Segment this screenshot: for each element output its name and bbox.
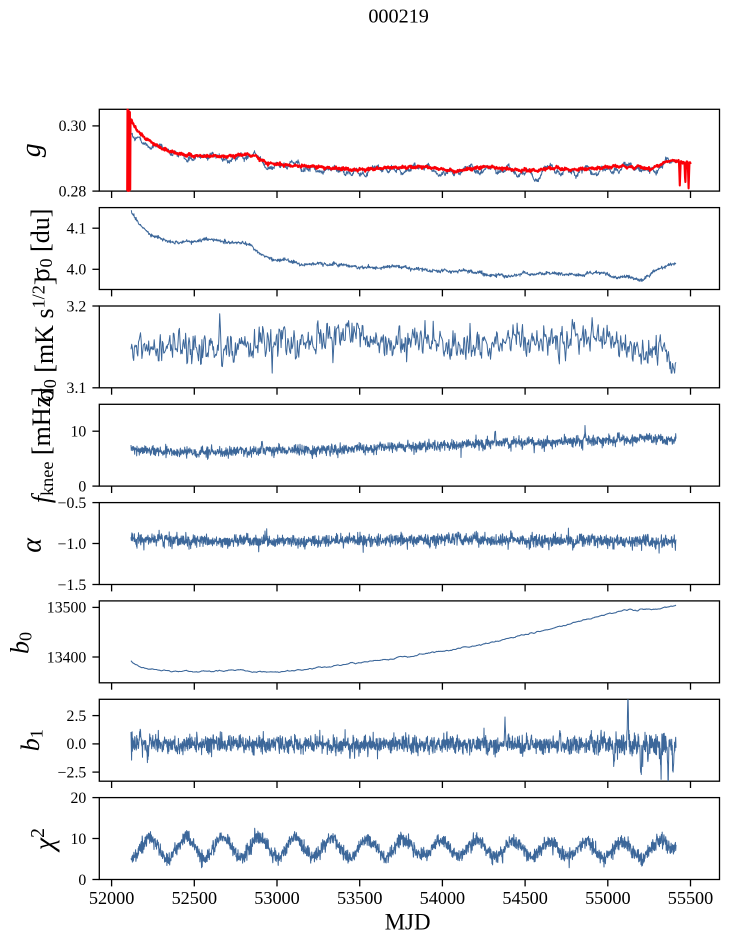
svg-text:54000: 54000 (420, 888, 465, 908)
svg-text:52500: 52500 (172, 888, 217, 908)
svg-text:000219: 000219 (368, 6, 429, 28)
svg-text:0: 0 (78, 872, 86, 889)
svg-text:b0: b0 (5, 632, 35, 654)
svg-text:4.0: 4.0 (67, 262, 87, 279)
svg-text:−1.0: −1.0 (58, 536, 87, 553)
svg-text:55500: 55500 (668, 888, 713, 908)
svg-text:10: 10 (71, 424, 87, 441)
svg-text:20: 20 (71, 790, 87, 807)
svg-text:3.2: 3.2 (67, 298, 87, 315)
svg-text:b1: b1 (16, 729, 46, 751)
svg-text:0.28: 0.28 (59, 183, 87, 200)
svg-text:fknee [mHz]: fknee [mHz] (27, 387, 57, 503)
svg-text:0.30: 0.30 (59, 118, 87, 135)
svg-text:55000: 55000 (585, 888, 630, 908)
svg-text:3.1: 3.1 (67, 380, 87, 397)
svg-text:0: 0 (78, 478, 86, 495)
svg-text:13500: 13500 (47, 600, 87, 617)
svg-text:α: α (16, 537, 47, 553)
svg-text:−2.5: −2.5 (58, 764, 87, 781)
svg-text:13400: 13400 (47, 649, 87, 666)
svg-text:54500: 54500 (502, 888, 547, 908)
svg-text:σ0 [du]: σ0 [du] (26, 209, 56, 282)
svg-text:2.5: 2.5 (67, 708, 87, 725)
svg-text:53500: 53500 (337, 888, 382, 908)
svg-text:χ2: χ2 (28, 828, 60, 853)
svg-text:53000: 53000 (254, 888, 299, 908)
svg-text:10: 10 (71, 831, 87, 848)
svg-text:MJD: MJD (385, 910, 431, 935)
svg-text:4.1: 4.1 (67, 221, 87, 238)
svg-text:g: g (16, 143, 47, 157)
svg-text:0.0: 0.0 (67, 736, 87, 753)
svg-text:52000: 52000 (89, 888, 134, 908)
svg-text:−1.5: −1.5 (58, 577, 87, 594)
svg-text:−0.5: −0.5 (58, 495, 87, 512)
